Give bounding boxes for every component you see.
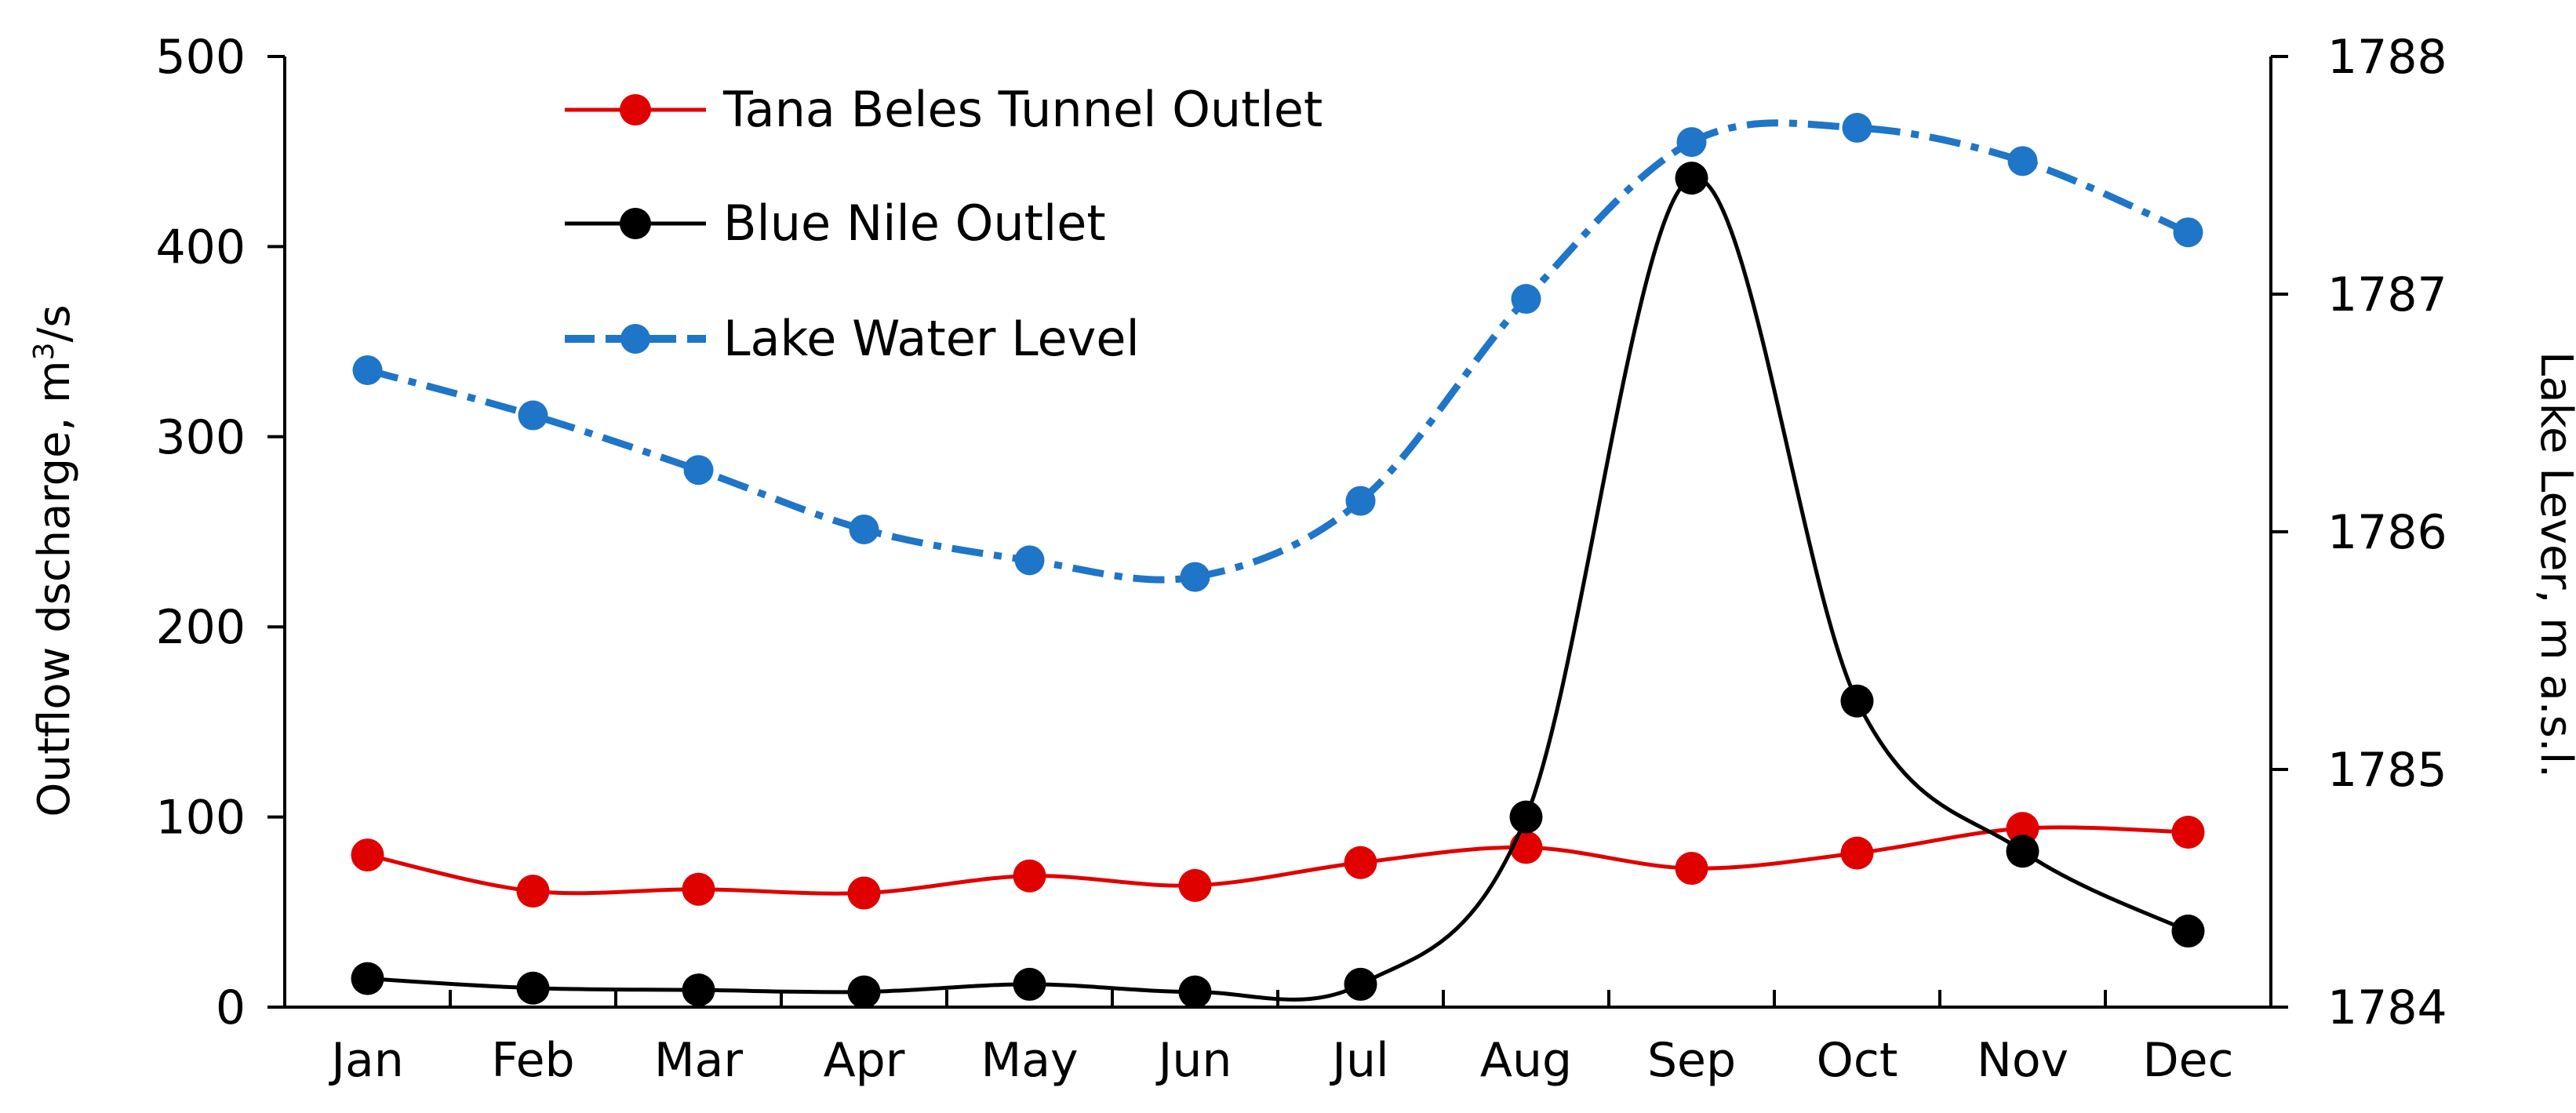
right-axis-ticks: 1784 1785 1786 1787 1788 <box>2271 30 2447 1035</box>
x-tick-label-jan: Jan <box>328 1033 404 1088</box>
point-tana-beles-jul <box>1344 846 1377 879</box>
x-tick-label-oct: Oct <box>1817 1033 1898 1088</box>
legend-label-tana-beles: Tana Beles Tunnel Outlet <box>722 81 1323 138</box>
point-blue-nile-aug <box>1509 800 1543 834</box>
point-tana-beles-jan <box>351 838 384 872</box>
x-tick-label-jun: Jun <box>1155 1033 1232 1088</box>
point-blue-nile-jan <box>351 962 384 995</box>
point-blue-nile-sep <box>1675 162 1708 195</box>
point-lake-level-may <box>1014 545 1045 576</box>
point-tana-beles-dec <box>2171 815 2205 849</box>
point-lake-level-nov <box>2007 146 2038 176</box>
x-tick-label-mar: Mar <box>654 1033 744 1088</box>
point-tana-beles-may <box>1013 859 1046 893</box>
x-tick-label-feb: Feb <box>491 1033 574 1088</box>
x-tick-label-sep: Sep <box>1647 1033 1736 1088</box>
legend-marker-blue-nile <box>620 208 651 239</box>
series-tana-beles <box>351 812 2205 910</box>
series-line-tana-beles <box>366 825 2189 896</box>
point-blue-nile-apr <box>847 975 881 1009</box>
x-tick-label-dec: Dec <box>2142 1033 2233 1088</box>
point-blue-nile-feb <box>516 971 550 1005</box>
x-tick-label-nov: Nov <box>1977 1033 2068 1088</box>
legend-item-tana-beles: Tana Beles Tunnel Outlet <box>565 81 1323 138</box>
x-tick-label-may: May <box>981 1033 1078 1088</box>
left-axis-ticks: 0 100 200 300 400 500 <box>155 30 285 1035</box>
right-tick-label: 1787 <box>2327 267 2447 322</box>
left-tick-label: 0 <box>216 980 246 1035</box>
legend-label-lake-level: Lake Water Level <box>723 310 1140 367</box>
right-axis-title: Lake Lever, m a.s.l. <box>2531 351 2576 778</box>
point-lake-level-dec <box>2173 217 2203 248</box>
point-blue-nile-nov <box>2006 835 2039 868</box>
left-tick-label: 400 <box>155 220 246 275</box>
left-tick-label: 500 <box>155 30 246 85</box>
point-lake-level-jan <box>352 355 383 385</box>
legend-marker-tana-beles <box>620 94 651 125</box>
right-tick-label: 1788 <box>2327 30 2447 85</box>
point-blue-nile-mar <box>682 973 715 1007</box>
point-lake-level-jun <box>1180 562 1210 592</box>
point-tana-beles-feb <box>516 875 550 908</box>
point-lake-level-mar <box>683 455 714 486</box>
point-blue-nile-may <box>1013 967 1046 1001</box>
point-lake-level-feb <box>518 400 548 431</box>
axes <box>283 56 2272 1009</box>
point-tana-beles-sep <box>1675 852 1708 886</box>
x-tick-label-aug: Aug <box>1480 1033 1572 1088</box>
point-tana-beles-mar <box>682 872 715 906</box>
point-lake-level-aug <box>1511 284 1541 315</box>
left-axis-title: Outflow dscharge, m3/s <box>28 304 81 817</box>
series-lake-level <box>352 112 2203 592</box>
point-tana-beles-apr <box>847 876 881 910</box>
series-layer <box>351 112 2205 1009</box>
point-blue-nile-jul <box>1344 967 1377 1001</box>
right-tick-label: 1784 <box>2327 980 2447 1035</box>
left-tick-label: 100 <box>155 791 246 846</box>
series-blue-nile <box>351 162 2205 1009</box>
point-lake-level-oct <box>1842 112 1872 143</box>
point-tana-beles-nov <box>2006 812 2039 846</box>
legend-item-lake-level: Lake Water Level <box>565 310 1140 367</box>
point-tana-beles-oct <box>1840 836 1874 870</box>
x-tick-label-apr: Apr <box>824 1033 905 1088</box>
legend-item-blue-nile: Blue Nile Outlet <box>565 195 1106 252</box>
legend-label-blue-nile: Blue Nile Outlet <box>723 195 1106 252</box>
left-tick-label: 200 <box>155 600 246 655</box>
point-lake-level-jul <box>1345 486 1376 516</box>
x-tick-label-jul: Jul <box>1329 1033 1388 1088</box>
point-blue-nile-jun <box>1178 975 1212 1009</box>
legend: Tana Beles Tunnel Outlet Blue Nile Outle… <box>565 81 1323 367</box>
x-axis-ticks: Jan Feb Mar Apr May Jun Jul Aug Sep Oct Nov Dec <box>283 990 2272 1088</box>
point-tana-beles-jun <box>1178 868 1212 902</box>
right-tick-label: 1785 <box>2327 743 2447 798</box>
left-tick-label: 300 <box>155 410 246 465</box>
point-lake-level-apr <box>849 514 879 544</box>
point-blue-nile-oct <box>1840 684 1874 718</box>
right-tick-label: 1786 <box>2327 505 2447 560</box>
point-blue-nile-dec <box>2171 915 2205 948</box>
point-lake-level-sep <box>1676 127 1707 158</box>
legend-marker-lake-level <box>620 324 650 354</box>
